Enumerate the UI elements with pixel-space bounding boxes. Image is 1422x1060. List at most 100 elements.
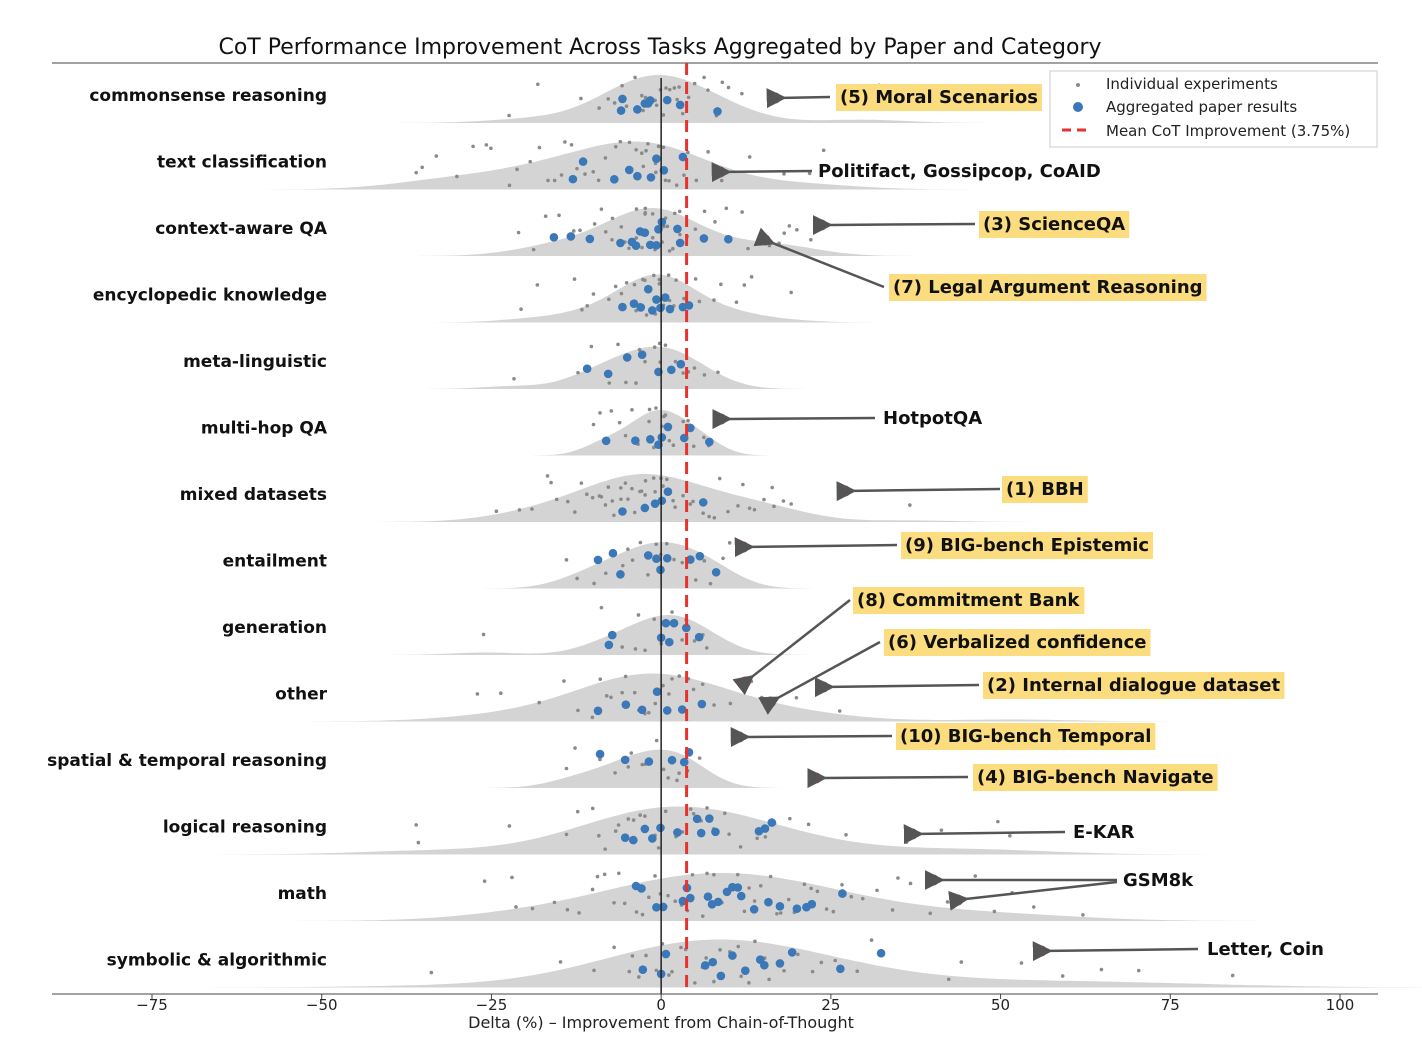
individual-point [632, 690, 637, 695]
individual-point [639, 93, 644, 98]
aggregated-point [733, 883, 743, 892]
aggregated-point [667, 755, 677, 765]
individual-point [579, 481, 584, 485]
aggregated-point [724, 234, 733, 244]
individual-point [414, 170, 418, 175]
individual-point [690, 872, 695, 877]
individual-point [596, 178, 601, 183]
individual-point [896, 876, 900, 880]
individual-point [702, 373, 707, 377]
annotation-arrow [730, 727, 893, 748]
individual-point [618, 139, 623, 144]
individual-point [694, 178, 699, 183]
aggregated-point [636, 303, 646, 312]
aggregated-point [595, 749, 605, 759]
individual-point [591, 292, 596, 296]
individual-point [681, 419, 686, 424]
highlighted-point [759, 234, 771, 246]
individual-point [691, 444, 696, 449]
individual-point [646, 710, 651, 715]
aggregated-point [566, 232, 576, 241]
highlighted-point [906, 828, 918, 840]
individual-point [738, 845, 743, 849]
aggregated-point [663, 487, 673, 496]
individual-point [613, 771, 617, 775]
individual-point [807, 171, 812, 176]
individual-point [928, 911, 933, 916]
individual-point [762, 497, 766, 502]
annotation-label: GSM8k [1123, 870, 1194, 891]
highlighted-point [815, 219, 827, 231]
individual-point [875, 888, 879, 893]
individual-point [620, 563, 625, 568]
individual-point [661, 145, 666, 150]
annotation-box [884, 629, 1151, 656]
aggregated-point [678, 152, 688, 162]
individual-point [650, 212, 655, 216]
individual-point [643, 479, 648, 483]
individual-point [973, 874, 978, 878]
density-ridge [483, 542, 812, 589]
individual-point [675, 778, 679, 783]
legend-individual: Individual experiments [1106, 75, 1278, 93]
individual-point [664, 541, 669, 546]
individual-point [819, 960, 824, 965]
individual-point [557, 213, 561, 218]
individual-point [644, 148, 648, 153]
individual-point [632, 510, 637, 515]
individual-point [768, 874, 773, 879]
individual-point [563, 140, 567, 144]
individual-point [665, 224, 670, 229]
aggregated-point [640, 503, 650, 513]
individual-point [939, 828, 944, 832]
individual-point [713, 220, 717, 224]
category-label: context-aware QA [155, 219, 328, 239]
individual-point [597, 833, 601, 838]
individual-point [603, 503, 608, 507]
individual-point [674, 278, 678, 282]
individual-point [718, 948, 722, 952]
individual-point [728, 701, 733, 706]
individual-point [612, 101, 617, 105]
annotation-label: (4) BIG-bench Navigate [977, 767, 1214, 788]
x-tick-label: 100 [1326, 996, 1355, 1014]
individual-point [654, 738, 659, 743]
individual-point [786, 897, 791, 902]
aggregated-point [728, 951, 737, 960]
aggregated-point [618, 302, 627, 312]
individual-point [627, 140, 632, 145]
individual-point [643, 278, 647, 283]
individual-point [643, 210, 648, 215]
aggregated-point [775, 902, 785, 911]
aggregated-point [604, 640, 614, 650]
individual-point [607, 297, 611, 302]
individual-point [666, 273, 671, 278]
aggregated-point [629, 835, 638, 845]
individual-point [672, 211, 677, 216]
aggregated-point [686, 423, 695, 433]
individual-point [583, 172, 587, 176]
individual-point [512, 376, 516, 381]
individual-point [810, 969, 815, 974]
individual-point [677, 85, 681, 89]
aggregated-point [686, 555, 695, 564]
aggregated-point [652, 295, 661, 304]
individual-point [647, 407, 652, 412]
x-tick-label: −50 [306, 996, 338, 1014]
individual-point [686, 95, 691, 100]
individual-point [908, 503, 912, 507]
individual-point [654, 968, 659, 973]
aggregated-point [648, 834, 657, 843]
individual-point [663, 809, 668, 814]
individual-point [691, 687, 696, 692]
individual-point [673, 899, 678, 904]
individual-point [517, 508, 522, 512]
density-ridge [392, 75, 999, 123]
individual-point [693, 277, 698, 281]
individual-point [747, 155, 752, 159]
individual-point [670, 610, 674, 614]
individual-point [589, 344, 594, 349]
individual-point [616, 342, 620, 347]
annotation-arrow [758, 640, 881, 715]
individual-point [702, 559, 707, 563]
